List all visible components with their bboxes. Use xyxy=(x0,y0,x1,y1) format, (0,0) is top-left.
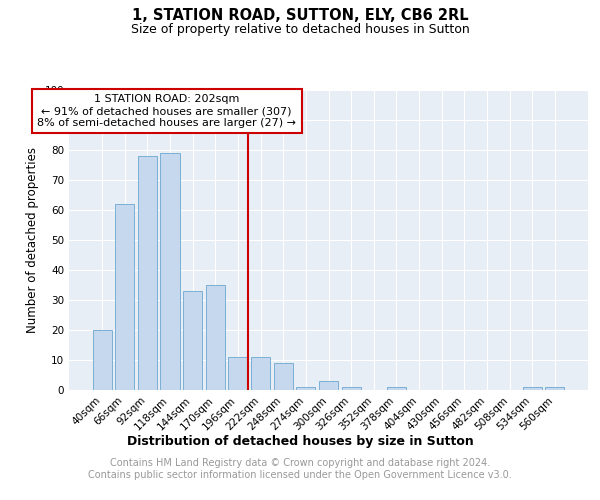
Text: 1, STATION ROAD, SUTTON, ELY, CB6 2RL: 1, STATION ROAD, SUTTON, ELY, CB6 2RL xyxy=(131,8,469,22)
Bar xyxy=(523,387,542,390)
Text: Size of property relative to detached houses in Sutton: Size of property relative to detached ho… xyxy=(131,22,469,36)
Text: Distribution of detached houses by size in Sutton: Distribution of detached houses by size … xyxy=(127,435,473,448)
Bar xyxy=(183,291,202,390)
Bar xyxy=(387,387,406,390)
Bar xyxy=(138,156,157,390)
Bar xyxy=(296,387,316,390)
Bar xyxy=(545,387,565,390)
Bar xyxy=(251,357,270,390)
Bar xyxy=(274,363,293,390)
Text: 1 STATION ROAD: 202sqm
← 91% of detached houses are smaller (307)
8% of semi-det: 1 STATION ROAD: 202sqm ← 91% of detached… xyxy=(37,94,296,128)
Bar xyxy=(229,357,248,390)
Y-axis label: Number of detached properties: Number of detached properties xyxy=(26,147,39,333)
Text: Contains HM Land Registry data © Crown copyright and database right 2024.
Contai: Contains HM Land Registry data © Crown c… xyxy=(88,458,512,480)
Bar xyxy=(115,204,134,390)
Bar xyxy=(206,285,225,390)
Bar xyxy=(92,330,112,390)
Bar xyxy=(319,381,338,390)
Bar xyxy=(160,153,180,390)
Bar xyxy=(341,387,361,390)
